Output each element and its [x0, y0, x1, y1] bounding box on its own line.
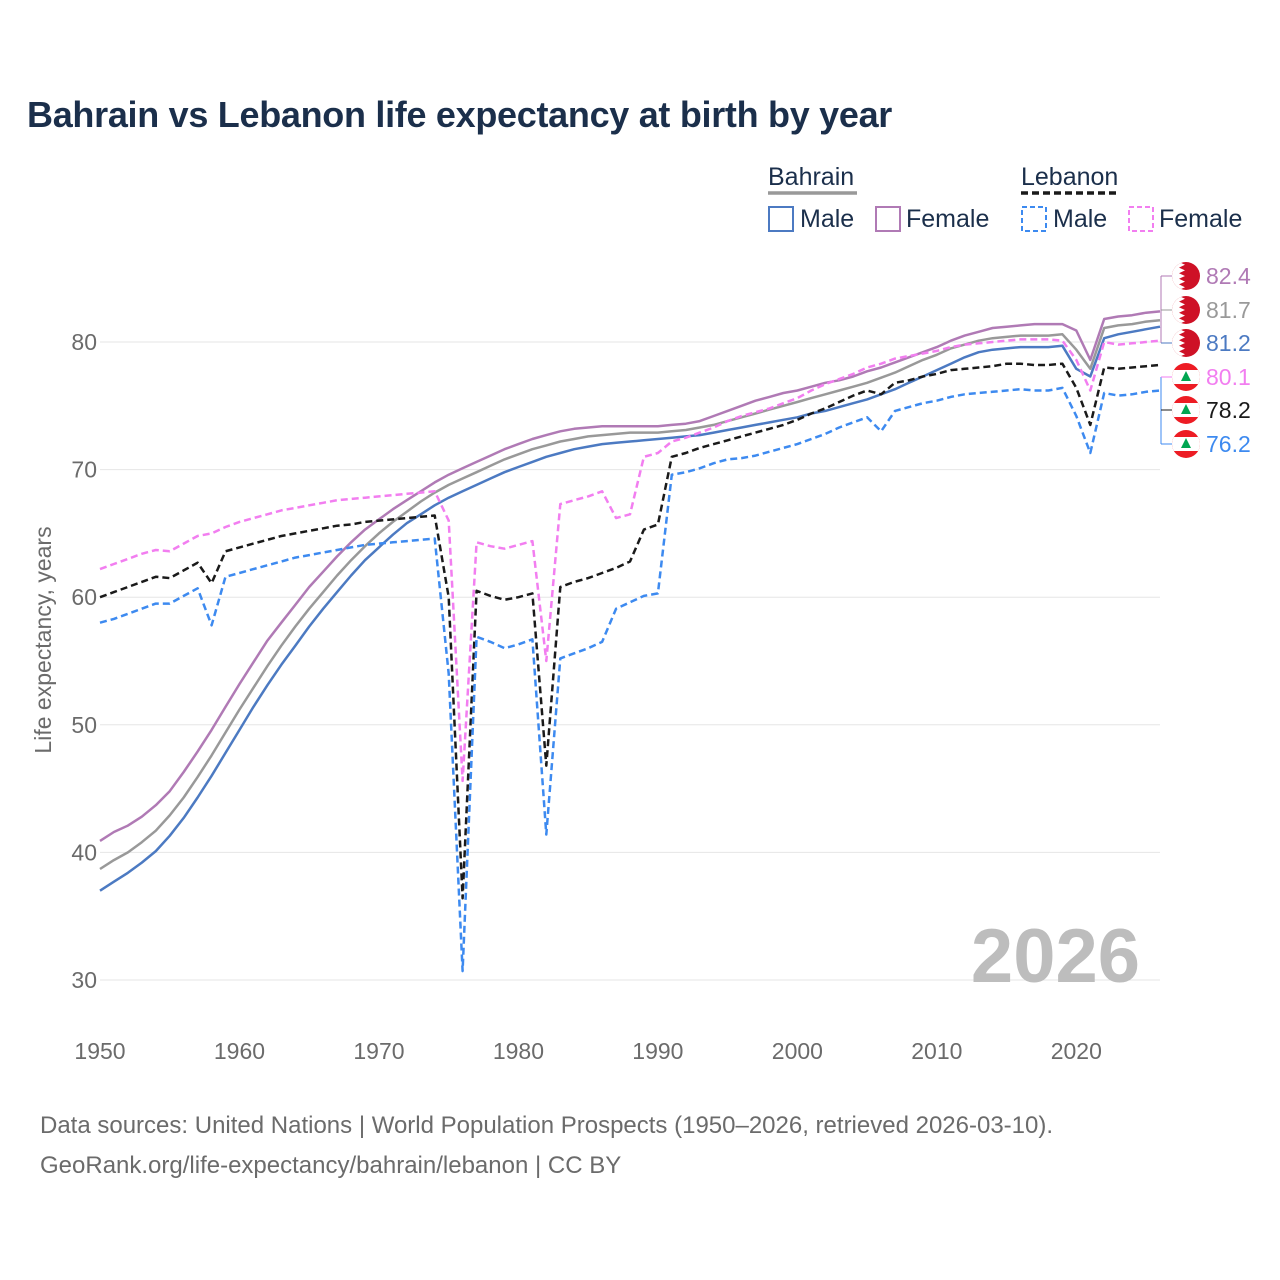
x-tick-label: 1950 [74, 1038, 125, 1064]
x-tick-label: 2010 [911, 1038, 962, 1064]
legend-lebanon-female-swatch [1128, 206, 1154, 232]
x-tick-label: 1970 [353, 1038, 404, 1064]
end-label-bahrain-female: 82.4 [1206, 263, 1251, 289]
y-tick-label: 60 [71, 584, 97, 610]
x-tick-label: 2020 [1051, 1038, 1102, 1064]
x-tick-label: 2000 [772, 1038, 823, 1064]
chart-title: Bahrain vs Lebanon life expectancy at bi… [27, 94, 892, 135]
end-label-lebanon-female: 80.1 [1206, 364, 1251, 390]
legend-bahrain-male-swatch [768, 206, 794, 232]
end-label-lebanon-total: 78.2 [1206, 397, 1251, 423]
bahrain-flag-band [1172, 262, 1185, 290]
x-tick-label: 1990 [632, 1038, 683, 1064]
series-lines [99, 310, 1161, 973]
legend-group-lebanon: Lebanon [1021, 163, 1118, 191]
legend-lebanon-female-label: Female [1159, 205, 1242, 233]
y-tick-label: 70 [71, 457, 97, 483]
legend-lebanon-male-swatch [1021, 206, 1047, 232]
legend-bahrain-female-swatch [875, 206, 901, 232]
legend-lebanon-male-label: Male [1053, 205, 1107, 233]
cedar-icon [1181, 438, 1191, 448]
bahrain-flag-band [1172, 296, 1185, 324]
y-tick-label: 30 [71, 967, 97, 993]
series-line-bahrain-total [99, 319, 1161, 871]
legend: Bahrain Male Female Lebanon Male Female [768, 163, 1242, 233]
bahrain-flag-band [1172, 329, 1185, 357]
y-axis-ticks: 30 40 50 60 70 80 [71, 329, 97, 993]
series-line-lebanon-total [99, 362, 1161, 900]
y-tick-label: 80 [71, 329, 97, 355]
legend-bahrain-male-label: Male [800, 205, 854, 233]
sources-line-2: GeoRank.org/life-expectancy/bahrain/leba… [40, 1152, 622, 1179]
year-watermark: 2026 [971, 914, 1140, 999]
x-axis-ticks: 1950 1960 1970 1980 1990 2000 2010 2020 [74, 1038, 1101, 1064]
x-tick-label: 1980 [493, 1038, 544, 1064]
cedar-icon [1181, 404, 1191, 414]
y-tick-label: 50 [71, 712, 97, 738]
cedar-icon [1181, 371, 1191, 381]
data-sources: Data sources: United Nations | World Pop… [40, 1106, 1053, 1186]
end-label-bahrain-male: 81.2 [1206, 330, 1251, 356]
end-labels: 82.4 81.7 81.2 80.1 78.2 76.2 [1160, 262, 1251, 458]
series-line-lebanon-male [99, 386, 1161, 973]
gridlines [100, 341, 1160, 981]
sources-line-1: Data sources: United Nations | World Pop… [40, 1112, 1054, 1139]
legend-group-bahrain: Bahrain [768, 163, 854, 191]
y-axis-label: Life expectancy, years [30, 526, 56, 753]
legend-bahrain-female-label: Female [906, 205, 989, 233]
y-tick-label: 40 [71, 839, 97, 865]
x-tick-label: 1960 [214, 1038, 265, 1064]
end-label-bahrain-total: 81.7 [1206, 297, 1251, 323]
end-label-lebanon-male: 76.2 [1206, 431, 1251, 457]
series-line-bahrain-male [99, 325, 1161, 892]
series-line-bahrain-female [99, 310, 1161, 842]
series-line-lebanon-female [99, 338, 1161, 783]
